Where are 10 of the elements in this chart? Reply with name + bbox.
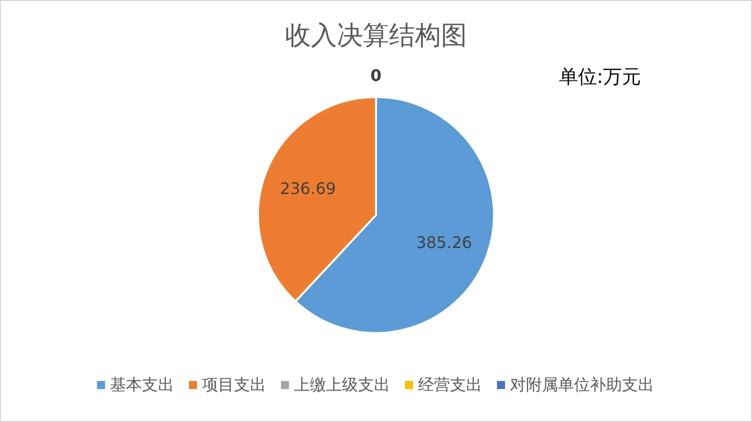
legend-label: 项目支出	[202, 375, 266, 394]
data-label: 236.69	[280, 179, 336, 198]
legend-label: 经营支出	[418, 375, 482, 394]
legend-label: 上缴上级支出	[294, 375, 390, 394]
text: 0	[370, 66, 382, 85]
data-label: 385.26	[416, 232, 472, 252]
chart-title: 收入决算结构图	[285, 21, 467, 51]
text: 单位:万元	[558, 66, 642, 88]
legend-label: 基本支出	[110, 375, 174, 394]
legend-label: 对附属单位补助支出	[510, 375, 654, 394]
